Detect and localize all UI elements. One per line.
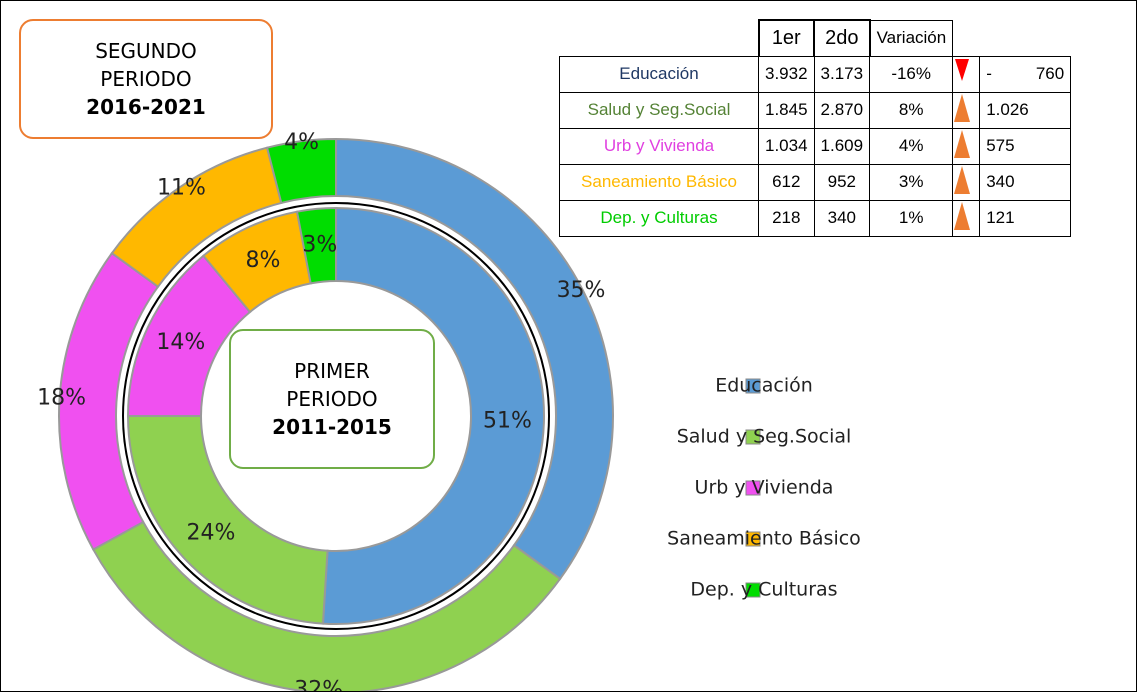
- ring-separator: [122, 202, 550, 630]
- table-row: Salud y Seg.Social 1.845 2.870 8% 1.026: [559, 91, 1072, 129]
- arrow-up: [954, 165, 971, 194]
- data-label: 4%: [284, 130, 319, 155]
- trend-arrow: [952, 55, 981, 93]
- table-cell: 3.932: [758, 55, 815, 93]
- table-cell: -16%: [869, 55, 954, 93]
- inner-period-box: PRIMER PERIODO 2011-2015: [229, 329, 435, 469]
- legend-label: Urb y Vivienda: [695, 477, 834, 499]
- data-label: 8%: [246, 248, 281, 273]
- donut-segment: [265, 137, 337, 205]
- outer-period-title: SEGUNDO PERIODO: [95, 39, 197, 91]
- trend-arrow: [952, 199, 981, 237]
- blank: [952, 20, 980, 56]
- legend-label: Dep. y Culturas: [690, 579, 837, 601]
- table-cell: 1%: [869, 199, 954, 237]
- data-label: 24%: [187, 520, 236, 545]
- table-cell: 340: [979, 163, 1072, 201]
- table-cell: 218: [758, 199, 815, 237]
- table-cell: 612: [758, 163, 815, 201]
- table-cell: 1.845: [758, 91, 815, 129]
- arrow-down: [955, 58, 970, 81]
- inner-period-title: PRIMER PERIODO: [286, 359, 378, 411]
- data-label: 11%: [157, 176, 206, 201]
- trend-arrow: [952, 127, 981, 165]
- legend-label: Educación: [715, 375, 813, 397]
- arrow-up: [954, 129, 971, 158]
- legend-label: Salud y Seg.Social: [677, 426, 852, 448]
- legend-swatch: [745, 480, 761, 496]
- table-cell: 3%: [869, 163, 954, 201]
- legend-swatch: [745, 429, 761, 445]
- data-table: 1er 2do Variación Educación 3.932 3.173 -16…: [559, 19, 1072, 237]
- table-cell: 1.034: [758, 127, 815, 165]
- legend-label: Saneamiento Básico: [667, 528, 861, 550]
- table-cell: 952: [813, 163, 871, 201]
- data-label: 35%: [557, 278, 606, 303]
- table-cell: Educación: [559, 55, 759, 93]
- legend-swatch: [745, 531, 761, 547]
- table-cell: Urb y Vivienda: [559, 127, 759, 165]
- donut-segment: [321, 206, 545, 625]
- table-body: Educación 3.932 3.173 -16% - 760 Salud y Seg.…: [559, 55, 1072, 237]
- arrow-up: [954, 93, 971, 122]
- donut-segment: [295, 206, 337, 285]
- table-cell: 340: [813, 199, 871, 237]
- table-cell: Saneamiento Básico: [559, 163, 759, 201]
- table-cell: 1.609: [813, 127, 871, 165]
- table-cell: 3.173: [813, 55, 871, 93]
- table-row: Dep. y Culturas 218 340 1% 121: [559, 199, 1072, 237]
- legend-swatch: [745, 378, 761, 394]
- legend-swatch: [745, 582, 761, 598]
- table-cell: 575: [979, 127, 1072, 165]
- corner: [559, 20, 759, 56]
- table-row: Saneamiento Básico 612 952 3% 340: [559, 163, 1072, 201]
- data-label: 3%: [302, 232, 337, 257]
- data-label: 14%: [156, 330, 205, 355]
- table-row: Educación 3.932 3.173 -16% - 760: [559, 55, 1072, 93]
- outer-period-years: 2016-2021: [86, 95, 206, 119]
- trend-arrow: [952, 91, 981, 129]
- header-cell: Variación: [869, 19, 954, 57]
- inner-period-years: 2011-2015: [272, 415, 392, 439]
- table-cell: 2.870: [813, 91, 871, 129]
- blank: [980, 20, 1071, 56]
- arrow-up: [954, 201, 971, 230]
- trend-arrow: [952, 163, 981, 201]
- data-label: 32%: [294, 677, 343, 691]
- table-cell: 8%: [869, 91, 954, 129]
- table-cell: 4%: [869, 127, 954, 165]
- table-cell: 1.026: [979, 91, 1072, 129]
- outer-period-box: SEGUNDO PERIODO 2016-2021: [19, 19, 273, 139]
- table-cell: - 760: [979, 55, 1072, 93]
- data-label: 51%: [483, 408, 532, 433]
- table-row: Urb y Vivienda 1.034 1.609 4% 575: [559, 127, 1072, 165]
- table-cell: Dep. y Culturas: [559, 199, 759, 237]
- data-label: 18%: [37, 386, 86, 411]
- donut-segment: [126, 415, 329, 625]
- header-cell: 1er: [757, 19, 816, 57]
- table-cell: Salud y Seg.Social: [559, 91, 759, 129]
- donut-segment: [91, 520, 562, 691]
- header-cell: 2do: [813, 19, 871, 57]
- table-cell: 121: [979, 199, 1072, 237]
